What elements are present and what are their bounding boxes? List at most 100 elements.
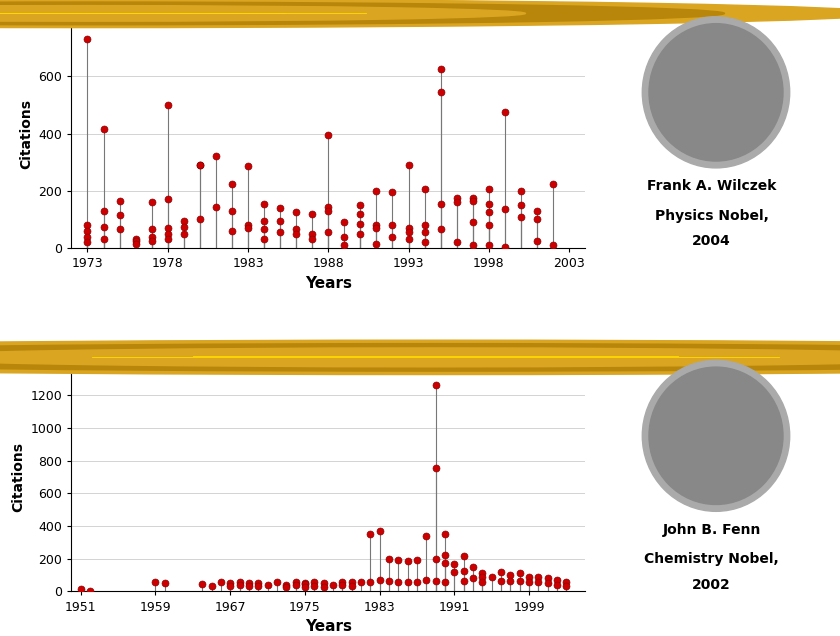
Point bbox=[289, 577, 302, 587]
Circle shape bbox=[0, 348, 840, 367]
Point bbox=[514, 211, 528, 222]
Point bbox=[386, 220, 399, 230]
Point bbox=[450, 237, 464, 247]
Point bbox=[261, 580, 275, 590]
Text: 2004: 2004 bbox=[692, 234, 731, 248]
Point bbox=[532, 577, 545, 588]
Point bbox=[307, 581, 321, 591]
Point bbox=[273, 203, 286, 213]
Point bbox=[161, 234, 175, 244]
Point bbox=[434, 87, 448, 97]
Point bbox=[161, 195, 175, 205]
Point bbox=[306, 229, 319, 239]
Point bbox=[345, 581, 359, 591]
Point bbox=[410, 577, 423, 588]
Point bbox=[97, 206, 110, 216]
Point bbox=[457, 566, 470, 576]
Point bbox=[129, 234, 142, 244]
Point bbox=[81, 34, 94, 45]
Point bbox=[475, 572, 489, 582]
Point bbox=[402, 223, 415, 233]
Y-axis label: Citations: Citations bbox=[11, 442, 25, 512]
Point bbox=[370, 238, 383, 249]
Circle shape bbox=[0, 343, 840, 371]
Point bbox=[177, 216, 191, 226]
X-axis label: Years: Years bbox=[305, 275, 352, 291]
Point bbox=[326, 580, 339, 590]
Point bbox=[513, 567, 527, 577]
Point bbox=[280, 580, 293, 590]
Point bbox=[429, 576, 443, 586]
Point bbox=[401, 577, 414, 588]
Point bbox=[410, 555, 423, 565]
Point bbox=[196, 579, 209, 589]
Point bbox=[354, 209, 367, 219]
Point bbox=[402, 160, 415, 170]
Point bbox=[417, 227, 431, 237]
Point bbox=[466, 218, 480, 228]
Point bbox=[466, 196, 480, 206]
Point bbox=[541, 578, 554, 588]
Point bbox=[417, 237, 431, 247]
Point bbox=[145, 236, 159, 246]
Point bbox=[223, 581, 237, 591]
Point bbox=[498, 242, 512, 252]
Point bbox=[482, 220, 496, 230]
Point bbox=[177, 229, 191, 239]
Point bbox=[434, 64, 448, 74]
Point bbox=[438, 558, 452, 568]
Point bbox=[438, 529, 452, 539]
Point bbox=[530, 236, 543, 246]
Point bbox=[513, 576, 527, 586]
Point bbox=[466, 240, 480, 250]
Point bbox=[242, 578, 255, 588]
Point bbox=[193, 160, 207, 170]
Point bbox=[83, 586, 97, 596]
Text: Physics Nobel,: Physics Nobel, bbox=[654, 209, 769, 223]
Point bbox=[457, 551, 470, 562]
Point bbox=[522, 577, 536, 588]
Point bbox=[214, 577, 228, 587]
Point bbox=[466, 193, 480, 203]
Point bbox=[498, 204, 512, 214]
Point bbox=[475, 569, 489, 579]
Point bbox=[370, 223, 383, 233]
Point bbox=[298, 581, 312, 591]
Point bbox=[129, 238, 142, 249]
Point bbox=[307, 577, 321, 588]
Point bbox=[354, 219, 367, 229]
Point bbox=[541, 572, 554, 583]
Point bbox=[354, 577, 368, 587]
Point bbox=[386, 232, 399, 242]
Point bbox=[113, 210, 126, 220]
Point bbox=[225, 226, 239, 236]
Point bbox=[322, 206, 335, 216]
Text: John B. Fenn: John B. Fenn bbox=[662, 523, 761, 537]
Point bbox=[450, 193, 464, 203]
Point bbox=[559, 581, 573, 591]
Point bbox=[532, 572, 545, 582]
Point bbox=[373, 575, 386, 585]
Point bbox=[241, 220, 255, 230]
Point bbox=[129, 236, 142, 246]
Point bbox=[74, 584, 87, 594]
Point bbox=[257, 216, 270, 226]
Point bbox=[530, 214, 543, 225]
Point bbox=[466, 562, 480, 572]
Point bbox=[485, 572, 498, 582]
Point bbox=[113, 225, 126, 235]
Point bbox=[251, 578, 265, 588]
Circle shape bbox=[0, 2, 724, 25]
Point bbox=[494, 576, 507, 586]
Circle shape bbox=[0, 6, 525, 21]
Point bbox=[290, 229, 303, 239]
Point bbox=[402, 234, 415, 244]
Point bbox=[522, 572, 536, 582]
Point bbox=[145, 232, 159, 242]
Point bbox=[273, 227, 286, 237]
Point bbox=[193, 214, 207, 225]
Point bbox=[504, 576, 517, 586]
Point bbox=[498, 107, 512, 117]
Circle shape bbox=[0, 0, 840, 27]
Point bbox=[97, 124, 110, 134]
